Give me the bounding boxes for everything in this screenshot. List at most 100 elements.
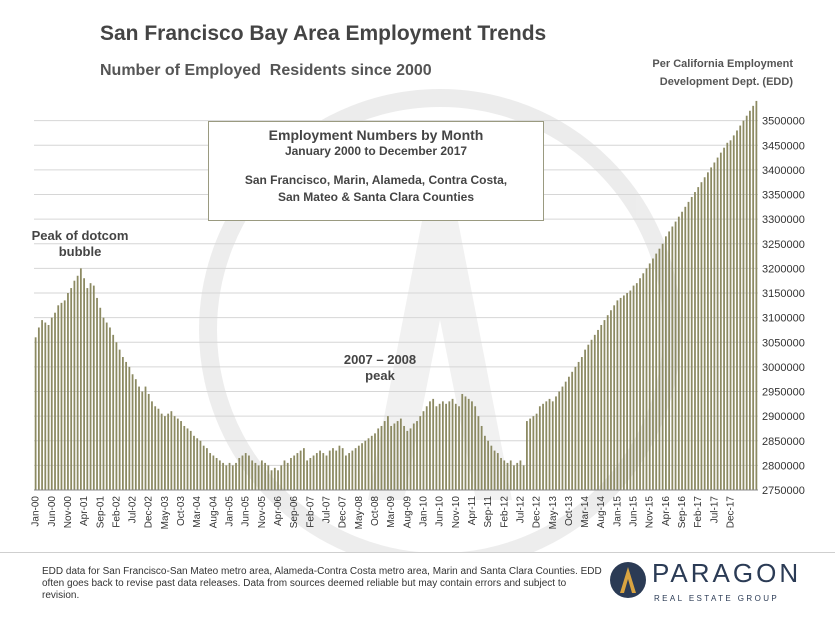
bar — [361, 443, 363, 490]
bar — [348, 453, 351, 490]
bar — [79, 268, 82, 491]
bar — [635, 283, 638, 490]
bar — [403, 425, 405, 490]
bar — [299, 450, 302, 490]
bar — [303, 448, 305, 490]
bar — [538, 406, 541, 490]
x-tick-label: Dec-17 — [726, 496, 737, 529]
bar — [723, 147, 725, 490]
bar — [102, 317, 105, 491]
bar — [47, 325, 50, 490]
bar — [671, 226, 674, 490]
bar — [257, 465, 260, 491]
bar — [60, 302, 63, 490]
x-tick-label: Jun-10 — [435, 496, 446, 527]
bar — [306, 460, 309, 490]
x-tick-label: Sep-16 — [677, 496, 688, 529]
info-box-counties: San Francisco, Marin, Alameda, Contra Co… — [209, 172, 543, 206]
info-box-title: Employment Numbers by Month — [268, 127, 484, 143]
bar — [694, 192, 696, 491]
bar — [580, 357, 583, 490]
bar — [516, 462, 519, 490]
bar — [141, 391, 144, 490]
bar — [147, 393, 150, 490]
x-tick-label: Nov-05 — [257, 496, 268, 529]
bar — [309, 457, 312, 490]
bar — [655, 253, 658, 490]
bar — [697, 187, 700, 491]
bar — [76, 275, 79, 490]
bar — [707, 172, 709, 490]
bar — [474, 406, 477, 490]
bar — [164, 416, 166, 491]
logo-name: PARAGON — [652, 558, 802, 588]
bar — [568, 376, 570, 490]
bar — [435, 406, 438, 490]
bar — [535, 413, 538, 490]
bar — [280, 465, 283, 491]
paragon-logo-icon — [610, 562, 646, 598]
bar — [357, 445, 360, 490]
bar — [189, 430, 192, 490]
y-tick-label: 3200000 — [762, 263, 805, 275]
bar — [726, 142, 729, 491]
bar — [109, 327, 111, 490]
bar — [613, 305, 616, 490]
bar — [752, 105, 755, 490]
bar — [115, 342, 118, 490]
bar — [332, 448, 334, 490]
bar — [54, 312, 56, 490]
info-box-counties-line1: San Francisco, Marin, Alameda, Contra Co… — [244, 173, 508, 187]
y-tick-label: 2800000 — [762, 460, 805, 472]
bar — [700, 182, 703, 490]
bar — [193, 435, 195, 490]
y-tick-label: 2850000 — [762, 436, 805, 448]
y-tick-label: 3500000 — [762, 116, 805, 128]
bar — [312, 455, 315, 490]
x-tick-label: Nov-00 — [63, 496, 74, 529]
bar — [293, 455, 296, 490]
x-tick-label: Aug-04 — [208, 496, 219, 529]
bar — [632, 285, 635, 490]
bar — [661, 243, 664, 490]
bar — [118, 349, 121, 490]
bar — [597, 329, 599, 490]
bar — [86, 288, 89, 490]
bar — [57, 305, 60, 490]
bar — [509, 460, 512, 490]
bar — [235, 462, 237, 490]
footer-disclaimer: EDD data for San Francisco-San Mateo met… — [42, 566, 602, 601]
bar — [37, 327, 40, 490]
bar — [277, 470, 279, 490]
bar — [684, 206, 687, 490]
bar — [248, 455, 250, 490]
y-tick-label: 3000000 — [762, 362, 805, 374]
bar — [522, 465, 525, 491]
y-tick-label: 3300000 — [762, 214, 805, 226]
bar — [212, 455, 215, 490]
x-tick-label: Mar-14 — [580, 496, 591, 528]
x-tick-label: Sep-11 — [483, 496, 494, 528]
bar — [432, 398, 435, 490]
bar — [206, 448, 208, 490]
bar — [710, 167, 713, 490]
bar — [619, 297, 622, 490]
x-tick-label: Dec-02 — [144, 496, 155, 529]
bar — [393, 423, 396, 490]
bar — [555, 396, 557, 490]
bar — [677, 216, 680, 490]
bar — [642, 273, 645, 490]
annotation-peak0708-line1: 2007 – 2008 — [343, 352, 417, 367]
bar — [183, 425, 186, 490]
bar — [548, 398, 551, 490]
x-tick-label: Jan-15 — [612, 496, 623, 527]
x-tick-label: Mar-09 — [386, 496, 397, 528]
bar — [409, 428, 412, 490]
bar — [467, 398, 470, 490]
bar — [506, 462, 509, 490]
bar — [319, 450, 321, 490]
bar — [493, 450, 496, 490]
bar — [487, 440, 490, 490]
bar — [484, 435, 486, 490]
x-tick-label: Oct-08 — [370, 496, 381, 526]
